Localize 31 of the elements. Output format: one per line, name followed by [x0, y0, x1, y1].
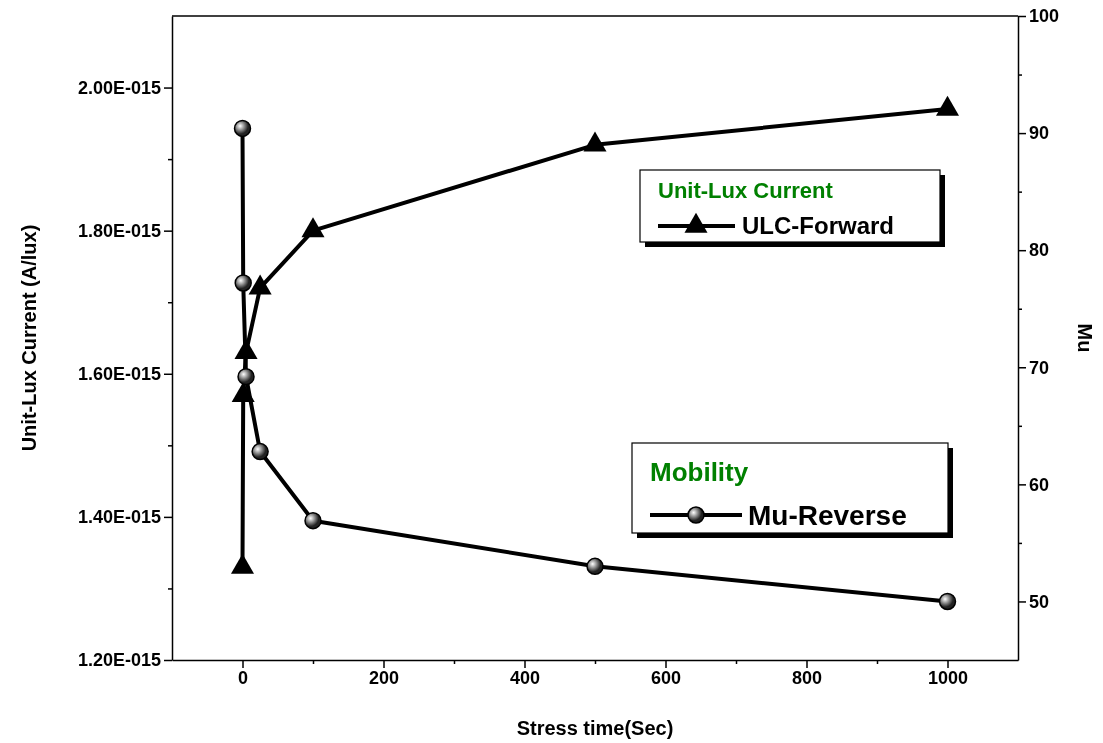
y2-tick-label: 70: [1029, 357, 1050, 378]
x-tick-label: 400: [509, 667, 541, 688]
x-axis-title: Stress time(Sec): [516, 717, 674, 739]
x-tick-label: 200: [368, 667, 400, 688]
y2-tick-label: 90: [1029, 123, 1050, 144]
y2-tick-label: 100: [1029, 6, 1060, 27]
y2-axis-title: Mu: [1074, 323, 1096, 353]
y-tick-label: 1.80E-015: [77, 220, 161, 241]
y-tick-label: 1.40E-015: [77, 507, 161, 528]
point: [938, 592, 957, 611]
x-tick-label: 1000: [927, 667, 969, 688]
point: [234, 274, 252, 292]
x-tick-label: 800: [791, 667, 823, 688]
point: [586, 557, 604, 576]
point: [251, 442, 269, 461]
y-tick-label: 1.20E-015: [77, 650, 161, 671]
annotation: Mobility: [650, 457, 749, 487]
y-axis-title: Unit-Lux Current (A/lux): [18, 224, 40, 452]
point: [237, 367, 255, 386]
x-tick-label: 600: [650, 667, 682, 688]
point: [304, 511, 322, 530]
y2-tick-label: 80: [1029, 240, 1050, 261]
annotation: Unit-Lux Current: [658, 178, 834, 203]
y2-tick-label: 60: [1029, 474, 1050, 495]
legend-label: ULC-Forward: [742, 212, 894, 239]
y2-tick-label: 50: [1029, 591, 1050, 612]
x-tick-label: 0: [237, 667, 249, 688]
y-tick-label: 1.60E-015: [77, 364, 161, 385]
point: [233, 119, 252, 138]
legend-label: Mu-Reverse: [748, 500, 907, 531]
y-tick-label: 2.00E-015: [77, 77, 161, 98]
